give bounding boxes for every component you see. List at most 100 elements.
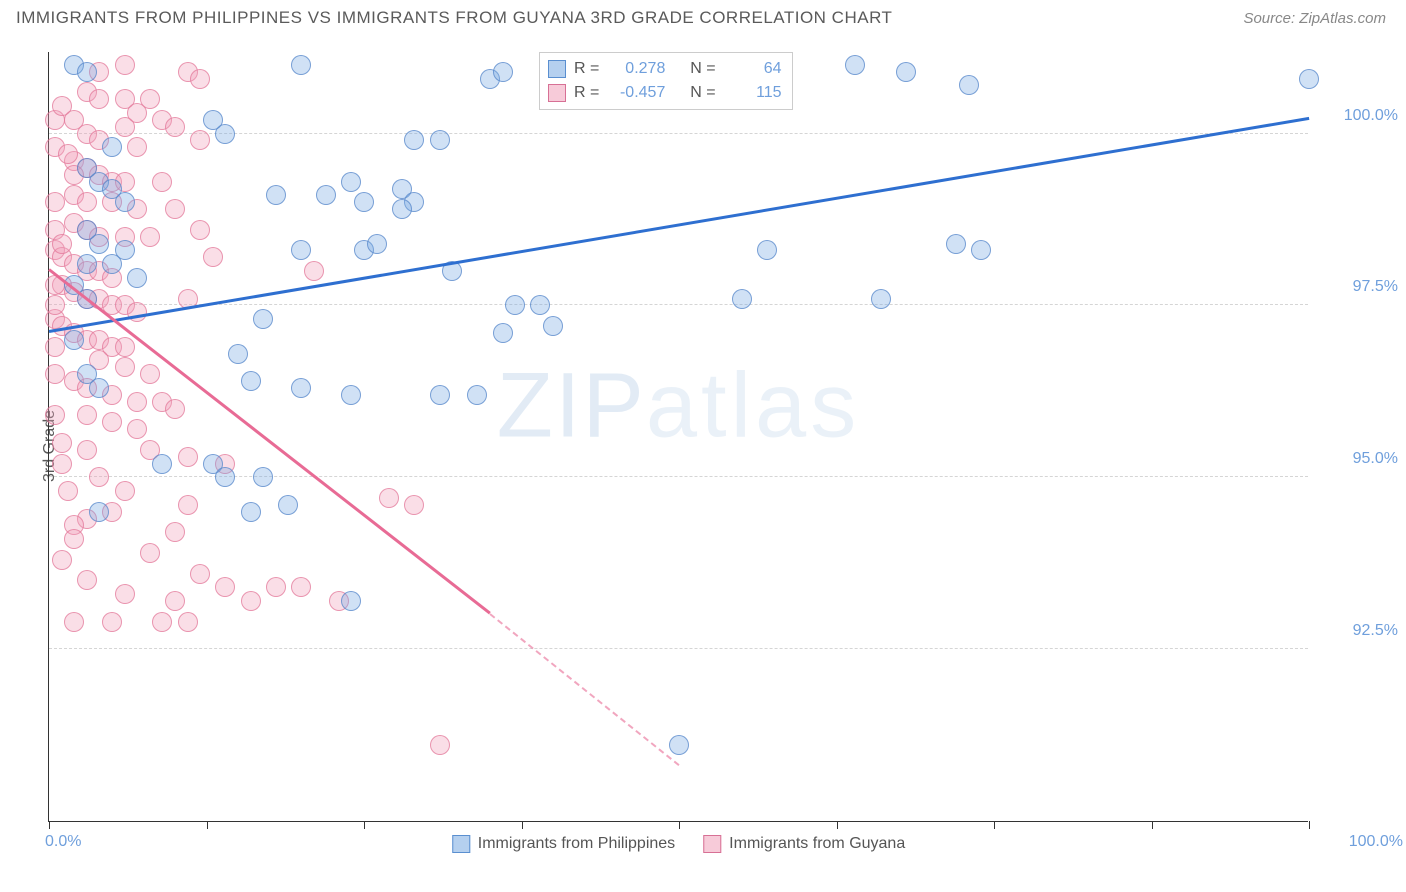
scatter-point-philippines bbox=[669, 735, 689, 755]
gridline-h bbox=[49, 476, 1308, 477]
scatter-point-philippines bbox=[430, 385, 450, 405]
r-value-blue: 0.278 bbox=[607, 57, 665, 81]
x-tick bbox=[994, 821, 995, 829]
swatch-pink-icon bbox=[548, 84, 566, 102]
scatter-point-philippines bbox=[467, 385, 487, 405]
scatter-point-philippines bbox=[89, 378, 109, 398]
scatter-point-guyana bbox=[52, 234, 72, 254]
scatter-point-guyana bbox=[52, 454, 72, 474]
scatter-point-philippines bbox=[530, 295, 550, 315]
scatter-point-philippines bbox=[959, 75, 979, 95]
scatter-point-philippines bbox=[77, 62, 97, 82]
scatter-point-philippines bbox=[896, 62, 916, 82]
scatter-point-guyana bbox=[89, 467, 109, 487]
scatter-point-philippines bbox=[77, 254, 97, 274]
scatter-point-guyana bbox=[140, 543, 160, 563]
scatter-point-philippines bbox=[291, 55, 311, 75]
scatter-point-philippines bbox=[493, 323, 513, 343]
scatter-point-guyana bbox=[127, 419, 147, 439]
scatter-point-philippines bbox=[316, 185, 336, 205]
scatter-point-philippines bbox=[253, 309, 273, 329]
scatter-point-philippines bbox=[367, 234, 387, 254]
x-tick bbox=[207, 821, 208, 829]
scatter-point-guyana bbox=[115, 55, 135, 75]
scatter-point-philippines bbox=[228, 344, 248, 364]
r-value-pink: -0.457 bbox=[607, 81, 665, 105]
legend-item-philippines: Immigrants from Philippines bbox=[452, 835, 675, 853]
scatter-point-philippines bbox=[341, 172, 361, 192]
scatter-plot-area: ZIPatlas R = 0.278 N = 64 R = -0.457 N =… bbox=[48, 52, 1308, 822]
x-tick bbox=[49, 821, 50, 829]
scatter-point-guyana bbox=[45, 364, 65, 384]
scatter-point-philippines bbox=[341, 385, 361, 405]
scatter-point-guyana bbox=[165, 117, 185, 137]
scatter-point-guyana bbox=[379, 488, 399, 508]
swatch-pink-icon bbox=[703, 835, 721, 853]
scatter-point-guyana bbox=[64, 612, 84, 632]
scatter-point-guyana bbox=[102, 412, 122, 432]
source-attribution: Source: ZipAtlas.com bbox=[1243, 10, 1386, 27]
x-tick bbox=[679, 821, 680, 829]
watermark-thin: atlas bbox=[646, 354, 860, 456]
scatter-point-philippines bbox=[946, 234, 966, 254]
swatch-blue-icon bbox=[452, 835, 470, 853]
scatter-point-philippines bbox=[291, 240, 311, 260]
scatter-point-guyana bbox=[165, 591, 185, 611]
scatter-point-guyana bbox=[178, 447, 198, 467]
scatter-point-philippines bbox=[241, 502, 261, 522]
scatter-point-guyana bbox=[127, 392, 147, 412]
legend-row-pink: R = -0.457 N = 115 bbox=[548, 81, 782, 105]
scatter-point-guyana bbox=[215, 577, 235, 597]
watermark-bold: ZIP bbox=[497, 354, 646, 456]
scatter-point-guyana bbox=[178, 612, 198, 632]
trend-line-philippines bbox=[49, 117, 1309, 333]
trend-line-guyana-extrapolated bbox=[489, 613, 679, 766]
gridline-h bbox=[49, 304, 1308, 305]
legend-label: Immigrants from Philippines bbox=[478, 835, 675, 853]
scatter-point-guyana bbox=[45, 192, 65, 212]
x-tick bbox=[837, 821, 838, 829]
y-tick-label: 100.0% bbox=[1318, 107, 1398, 125]
x-tick bbox=[522, 821, 523, 829]
x-min-label: 0.0% bbox=[45, 833, 81, 851]
scatter-point-guyana bbox=[430, 735, 450, 755]
x-tick bbox=[1309, 821, 1310, 829]
scatter-point-guyana bbox=[140, 227, 160, 247]
scatter-point-guyana bbox=[165, 399, 185, 419]
scatter-point-guyana bbox=[190, 564, 210, 584]
watermark: ZIPatlas bbox=[497, 353, 860, 458]
scatter-point-guyana bbox=[45, 405, 65, 425]
scatter-point-guyana bbox=[115, 337, 135, 357]
scatter-point-philippines bbox=[732, 289, 752, 309]
scatter-point-guyana bbox=[64, 529, 84, 549]
scatter-point-guyana bbox=[77, 192, 97, 212]
scatter-point-guyana bbox=[77, 405, 97, 425]
scatter-point-guyana bbox=[140, 364, 160, 384]
scatter-point-guyana bbox=[52, 550, 72, 570]
series-legend: Immigrants from Philippines Immigrants f… bbox=[452, 835, 905, 853]
x-tick bbox=[364, 821, 365, 829]
scatter-point-philippines bbox=[1299, 69, 1319, 89]
scatter-point-guyana bbox=[89, 89, 109, 109]
scatter-point-guyana bbox=[102, 612, 122, 632]
swatch-blue-icon bbox=[548, 60, 566, 78]
scatter-point-philippines bbox=[215, 467, 235, 487]
scatter-point-guyana bbox=[152, 612, 172, 632]
scatter-point-philippines bbox=[430, 130, 450, 150]
scatter-point-guyana bbox=[241, 591, 261, 611]
scatter-point-philippines bbox=[291, 378, 311, 398]
scatter-point-philippines bbox=[543, 316, 563, 336]
scatter-point-guyana bbox=[203, 247, 223, 267]
scatter-point-guyana bbox=[58, 481, 78, 501]
x-tick bbox=[1152, 821, 1153, 829]
scatter-point-guyana bbox=[291, 577, 311, 597]
scatter-point-guyana bbox=[115, 481, 135, 501]
scatter-point-guyana bbox=[190, 69, 210, 89]
scatter-point-guyana bbox=[127, 137, 147, 157]
y-tick-label: 92.5% bbox=[1318, 622, 1398, 640]
scatter-point-guyana bbox=[404, 495, 424, 515]
scatter-point-guyana bbox=[52, 433, 72, 453]
scatter-point-guyana bbox=[64, 110, 84, 130]
r-label: R = bbox=[574, 81, 599, 105]
legend-label: Immigrants from Guyana bbox=[729, 835, 905, 853]
